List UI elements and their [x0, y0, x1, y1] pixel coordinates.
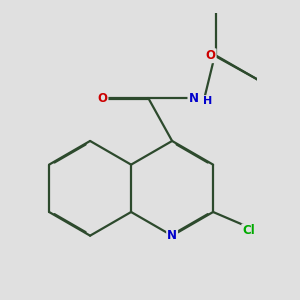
- Text: O: O: [98, 92, 107, 105]
- Text: H: H: [203, 96, 212, 106]
- Text: O: O: [206, 49, 216, 62]
- Text: Cl: Cl: [242, 224, 255, 237]
- Text: N: N: [188, 92, 198, 105]
- Text: N: N: [167, 229, 177, 242]
- Text: O: O: [299, 2, 300, 15]
